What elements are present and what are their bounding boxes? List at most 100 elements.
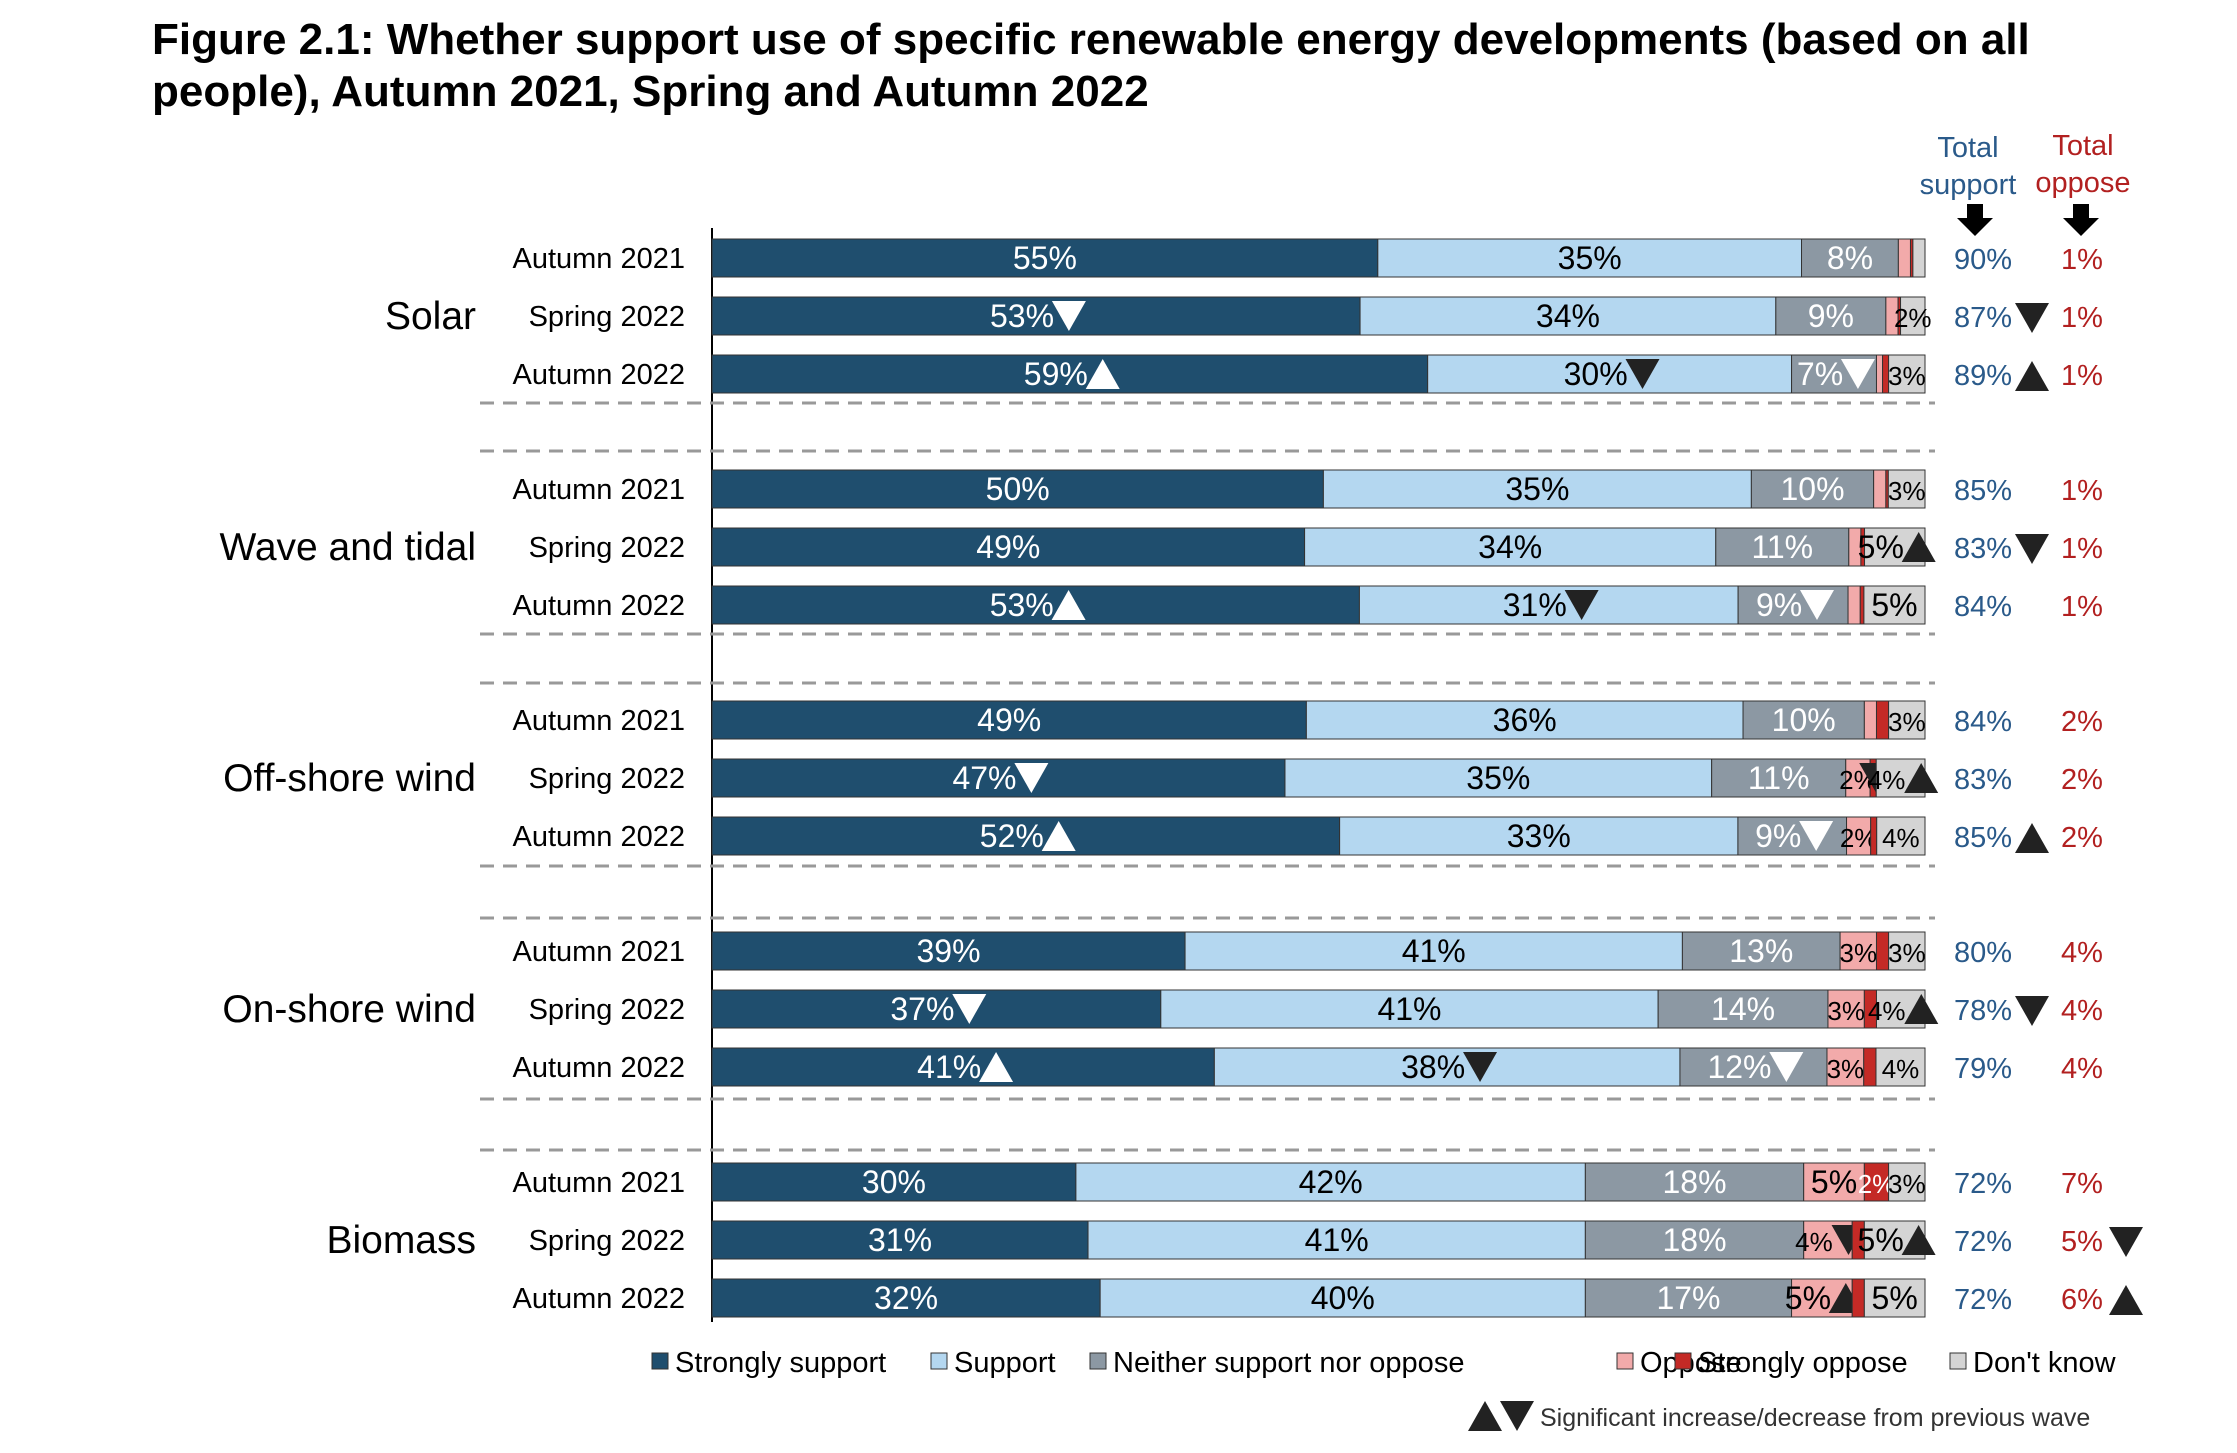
- bar-segment: [1839, 931, 1877, 971]
- bar-segment: [1888, 1162, 1926, 1202]
- significance-legend-label: Significant increase/decrease from previ…: [1540, 1404, 2090, 1432]
- legend-swatch: [1089, 1352, 1107, 1370]
- bar-segment: [1888, 354, 1926, 394]
- data-label: 3%: [1888, 476, 1926, 506]
- bar-segment: [711, 758, 1286, 798]
- legend-swatch: [1949, 1352, 1967, 1370]
- total-support-arrow-icon: [1957, 204, 1993, 236]
- bar-segment: [1322, 469, 1752, 509]
- data-label: 3%: [1839, 938, 1877, 968]
- bar-segment: [711, 1047, 1215, 1087]
- legend-label: Don't know: [1973, 1347, 2117, 1379]
- bar-segment: [1087, 1220, 1586, 1260]
- category-label: On-shore wind: [222, 988, 476, 1031]
- total-support-value: 78%: [1954, 995, 2012, 1027]
- data-label: 7%: [1797, 356, 1843, 392]
- data-label: 3%: [1827, 996, 1865, 1026]
- bar-segment: [1897, 238, 1911, 278]
- bar-segment: [1863, 1162, 1890, 1202]
- data-label: 2%: [1894, 303, 1932, 333]
- significance-down-icon: [952, 994, 987, 1024]
- data-label: 55%: [1013, 240, 1077, 276]
- significance-up-icon: [1051, 590, 1086, 620]
- data-label: 5%: [1811, 1164, 1857, 1200]
- significance-down-icon: [2015, 996, 2049, 1026]
- legend-swatch: [1616, 1352, 1634, 1370]
- bar-segment: [711, 354, 1429, 394]
- total-oppose-value: 1%: [2061, 360, 2103, 392]
- data-label: 18%: [1663, 1164, 1727, 1200]
- chart-title: Figure 2.1: Whether support use of speci…: [152, 15, 2030, 116]
- total-oppose-header-line1: Total: [2052, 130, 2113, 162]
- total-support-value: 90%: [1954, 244, 2012, 276]
- data-label: 5%: [1871, 587, 1917, 623]
- data-label: 41%: [1305, 1222, 1369, 1258]
- data-label: 47%: [952, 760, 1016, 796]
- significance-down-icon: [2109, 1227, 2143, 1257]
- bar-segment: [1875, 354, 1884, 394]
- total-oppose-header-line2: oppose: [2035, 167, 2130, 199]
- total-oppose-value: 4%: [2061, 1053, 2103, 1085]
- data-label: 5%: [1785, 1280, 1831, 1316]
- data-label: 53%: [990, 298, 1054, 334]
- bar-segment: [1875, 931, 1890, 971]
- data-label: 33%: [1507, 818, 1571, 854]
- data-label: 12%: [1707, 1049, 1771, 1085]
- bar-segment: [1284, 758, 1713, 798]
- data-label: 9%: [1756, 587, 1802, 623]
- total-oppose-value: 1%: [2061, 591, 2103, 623]
- category-label: Off-shore wind: [223, 757, 476, 800]
- legend-swatch: [651, 1352, 669, 1370]
- bar-segment: [1184, 931, 1683, 971]
- bar-segment: [711, 296, 1361, 336]
- significance-up-icon: [2015, 361, 2049, 391]
- data-label: 3%: [1827, 1054, 1865, 1084]
- bar-segment: [1863, 1047, 1877, 1087]
- significance-down-icon: [1051, 301, 1086, 331]
- wave-label: Autumn 2022: [512, 1283, 685, 1315]
- bar-segment: [1681, 931, 1841, 971]
- total-oppose-value: 7%: [2061, 1168, 2103, 1200]
- legend-label: Neither support nor oppose: [1113, 1347, 1464, 1379]
- data-label: 4%: [1868, 765, 1906, 795]
- total-oppose-value: 1%: [2061, 533, 2103, 565]
- significance-up-icon: [2109, 1285, 2143, 1315]
- total-oppose-value: 1%: [2061, 302, 2103, 334]
- total-oppose-value: 4%: [2061, 937, 2103, 969]
- significance-down-icon: [1769, 1052, 1804, 1082]
- significance-down-legend-icon: [1500, 1401, 1534, 1431]
- data-label: 11%: [1748, 760, 1810, 796]
- wave-label: Autumn 2021: [512, 474, 685, 506]
- significance-up-legend-icon: [1468, 1401, 1502, 1431]
- wave-label: Autumn 2021: [512, 243, 685, 275]
- bar-segment: [1160, 989, 1659, 1029]
- total-oppose-value: 2%: [2061, 706, 2103, 738]
- bar-segment: [1584, 1162, 1805, 1202]
- data-label: 3%: [1888, 361, 1926, 391]
- significance-up-icon: [979, 1052, 1014, 1082]
- data-label: 35%: [1505, 471, 1569, 507]
- data-label: 42%: [1299, 1164, 1363, 1200]
- total-support-header-line2: support: [1920, 169, 2017, 201]
- bar-segment: [1870, 816, 1878, 856]
- bar-segment: [1875, 700, 1890, 740]
- total-support-value: 79%: [1954, 1053, 2012, 1085]
- significance-up-icon: [1904, 763, 1939, 793]
- legend-swatch: [930, 1352, 948, 1370]
- bar-segment: [1863, 700, 1877, 740]
- total-support-value: 89%: [1954, 360, 2012, 392]
- data-label: 9%: [1808, 298, 1854, 334]
- total-oppose-value: 5%: [2061, 1226, 2103, 1258]
- significance-up-icon: [1901, 532, 1936, 562]
- wave-label: Autumn 2022: [512, 590, 685, 622]
- total-support-value: 72%: [1954, 1168, 2012, 1200]
- significance-up-icon: [1041, 821, 1076, 851]
- data-label: 40%: [1311, 1280, 1375, 1316]
- data-label: 49%: [976, 529, 1040, 565]
- wave-label: Autumn 2022: [512, 821, 685, 853]
- data-label: 49%: [977, 702, 1041, 738]
- total-oppose-value: 2%: [2061, 822, 2103, 854]
- bar-segment: [1859, 585, 1865, 625]
- bar-segment: [1863, 585, 1926, 625]
- data-label: 30%: [862, 1164, 926, 1200]
